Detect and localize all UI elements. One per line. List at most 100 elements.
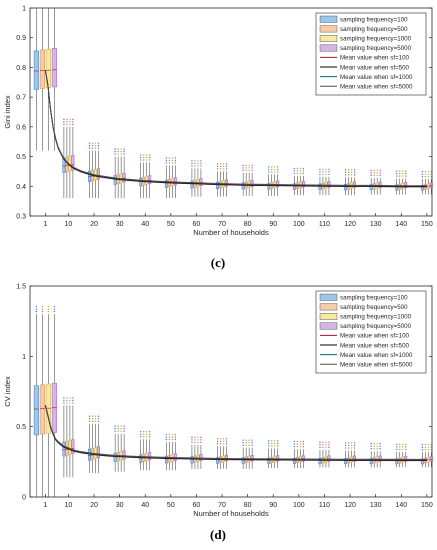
x-tick-label: 1 — [43, 502, 47, 509]
outlier — [251, 439, 253, 441]
outlier — [88, 420, 91, 423]
outlier — [168, 436, 171, 438]
outlier — [274, 166, 276, 168]
x-tick-label: 130 — [370, 221, 382, 228]
outlier — [373, 172, 375, 174]
outlier — [293, 445, 296, 448]
outlier — [97, 415, 100, 417]
outlier — [140, 431, 142, 433]
panel-label-d: (d) — [210, 527, 226, 542]
box — [164, 179, 168, 188]
outlier — [149, 431, 151, 433]
box — [327, 181, 331, 188]
outlier — [277, 168, 279, 171]
outlier — [245, 439, 247, 441]
outlier — [197, 441, 199, 444]
legend-label: Mean value when sf=5000 — [340, 362, 413, 369]
box — [429, 456, 433, 462]
outlier — [222, 440, 225, 442]
outlier — [245, 169, 247, 172]
outlier — [427, 175, 430, 178]
box — [33, 385, 39, 436]
box — [292, 183, 296, 190]
box — [344, 458, 348, 465]
box — [353, 181, 357, 188]
outlier — [197, 162, 199, 165]
outlier — [424, 446, 427, 448]
outlier — [424, 175, 427, 178]
x-tick-label: 1 — [43, 221, 47, 228]
outlier — [271, 171, 273, 173]
box — [241, 457, 245, 464]
y-tick-label: 0.5 — [16, 154, 26, 161]
outlier — [302, 445, 305, 448]
outlier — [174, 433, 177, 436]
outlier — [174, 436, 177, 438]
outlier — [47, 310, 50, 313]
box — [420, 458, 424, 465]
outlier — [399, 172, 401, 175]
box — [429, 182, 433, 188]
outlier — [328, 168, 330, 170]
gini-index-panel: 0.30.40.50.60.70.80.911 10 20 30 40 50 60 70 80 9… — [3, 6, 433, 237]
outlier — [168, 162, 171, 164]
y-tick-label: 0.6 — [16, 124, 26, 131]
outlier — [94, 142, 97, 144]
outlier — [402, 448, 404, 451]
outlier — [97, 147, 100, 149]
outlier — [222, 443, 225, 445]
outlier — [248, 442, 250, 444]
legend-label: Mean value when sf=1000 — [340, 74, 413, 81]
outlier — [319, 446, 321, 449]
outlier — [216, 165, 219, 168]
outlier — [251, 164, 253, 167]
outlier — [271, 442, 273, 445]
outlier — [277, 440, 279, 442]
box — [190, 180, 194, 189]
outlier — [421, 170, 424, 173]
outlier — [396, 443, 398, 446]
legend-swatch — [319, 35, 338, 42]
box — [420, 184, 424, 191]
outlier — [219, 443, 222, 445]
outlier — [94, 418, 97, 420]
outlier — [168, 157, 171, 159]
outlier — [430, 446, 433, 448]
outlier — [120, 425, 122, 427]
outlier — [379, 448, 381, 450]
outlier — [424, 443, 427, 446]
outlier — [379, 172, 381, 174]
outlier — [194, 439, 196, 441]
box — [369, 184, 373, 191]
outlier — [325, 446, 327, 449]
panel-label-c: (c) — [211, 255, 225, 270]
outlier — [274, 440, 276, 442]
box — [395, 458, 399, 465]
box — [250, 454, 254, 462]
box — [33, 50, 39, 90]
box — [62, 441, 66, 457]
cv-index-panel: 00.511.51 10 20 30 40 50 60 70 80 90 100 110 120 130 1… — [3, 284, 433, 518]
outlier — [69, 399, 71, 402]
outlier — [174, 438, 177, 441]
x-tick-label: 60 — [193, 502, 201, 509]
outlier — [402, 172, 404, 175]
legend-swatch — [319, 15, 338, 23]
x-tick-label: 30 — [116, 221, 124, 228]
outlier — [91, 144, 94, 147]
outlier — [143, 433, 145, 435]
outlier — [225, 440, 228, 442]
outlier — [302, 170, 305, 172]
outlier — [347, 174, 350, 176]
outlier — [123, 148, 125, 150]
outlier — [251, 442, 253, 444]
legend-swatch — [319, 293, 338, 301]
outlier — [274, 445, 276, 447]
box — [353, 455, 357, 462]
outlier — [171, 438, 174, 441]
outlier — [344, 169, 347, 171]
outlier — [168, 433, 171, 436]
x-tick-label: 90 — [269, 502, 277, 509]
outlier — [245, 167, 247, 169]
outlier — [350, 447, 353, 449]
